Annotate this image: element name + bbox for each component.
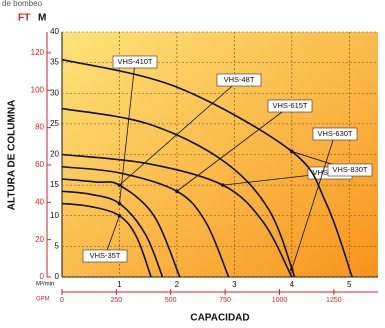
x2-tick-label: 250 xyxy=(111,297,123,304)
series-label: VHS-615T xyxy=(272,101,307,110)
leader-dot xyxy=(221,183,225,187)
y2-unit: FT xyxy=(18,13,30,24)
x2-tick-label: 0 xyxy=(60,297,64,304)
leader-line xyxy=(176,105,291,192)
leader-line xyxy=(119,79,240,186)
x-unit: M³/min xyxy=(36,282,54,288)
y-tick-label: 40 xyxy=(50,27,59,36)
series-label: VHS-830T xyxy=(332,165,367,174)
series-label: VHS-410T xyxy=(117,57,152,66)
x2-tick-label: 1250 xyxy=(326,297,342,304)
leader-dot xyxy=(175,189,179,194)
y-tick-label: 15 xyxy=(50,180,59,189)
x2-tick-label: 1000 xyxy=(272,297,288,304)
series-label: VHS-35T xyxy=(90,251,121,260)
x-tick-label: 2 xyxy=(175,280,180,289)
label-box xyxy=(112,55,158,69)
y-tick-label: 5 xyxy=(55,241,60,250)
y-tick-label: 35 xyxy=(50,58,59,67)
pump-curve xyxy=(61,107,296,278)
y2-tick-label: 40 xyxy=(35,197,44,206)
series-label: VHS-48T xyxy=(224,75,255,84)
x-tick-label: 1 xyxy=(117,280,122,289)
label-box xyxy=(267,99,313,113)
y-tick-label: 10 xyxy=(50,211,59,220)
leader-dot xyxy=(117,183,122,187)
leader-dot xyxy=(290,267,294,272)
series-label: VHS-630T xyxy=(317,129,352,138)
pump-curve xyxy=(61,153,293,278)
y2-tick-label: 120 xyxy=(31,48,45,57)
y2-tick-label: 20 xyxy=(35,235,44,244)
y2-tick-label: 100 xyxy=(31,85,45,94)
leader-line xyxy=(291,133,336,270)
y-unit: M xyxy=(38,13,46,24)
leader-dot xyxy=(290,149,294,154)
x-tick-label: 4 xyxy=(290,280,295,289)
x2-unit: GPM xyxy=(36,297,50,303)
leader-dot xyxy=(117,201,122,206)
label-box xyxy=(312,127,358,141)
y-tick-label: 20 xyxy=(50,150,59,159)
y2-tick-label: 0 xyxy=(40,272,45,281)
y-axis-label: ALTURA DE COLUMNA xyxy=(7,100,18,211)
label-box xyxy=(216,73,262,87)
x-tick-label: 5 xyxy=(347,280,352,289)
y-tick-label: 25 xyxy=(50,119,59,128)
label-box xyxy=(327,163,373,177)
x-tick-label: 3 xyxy=(232,280,237,289)
caption: de bombeo xyxy=(2,0,43,8)
y2-tick-label: 60 xyxy=(35,160,44,169)
x-axis-label: CAPACIDAD xyxy=(190,313,249,324)
y-tick-label: 30 xyxy=(50,88,59,97)
y-tick-label: 0 xyxy=(55,272,60,281)
x2-tick-label: 750 xyxy=(219,297,231,304)
y2-tick-label: 80 xyxy=(35,123,44,132)
leader-dot xyxy=(117,213,122,218)
pump-curve xyxy=(61,58,353,278)
x2-tick-label: 500 xyxy=(165,297,177,304)
leader-line xyxy=(104,215,120,257)
leader-line xyxy=(119,61,136,204)
label-box xyxy=(82,249,128,263)
